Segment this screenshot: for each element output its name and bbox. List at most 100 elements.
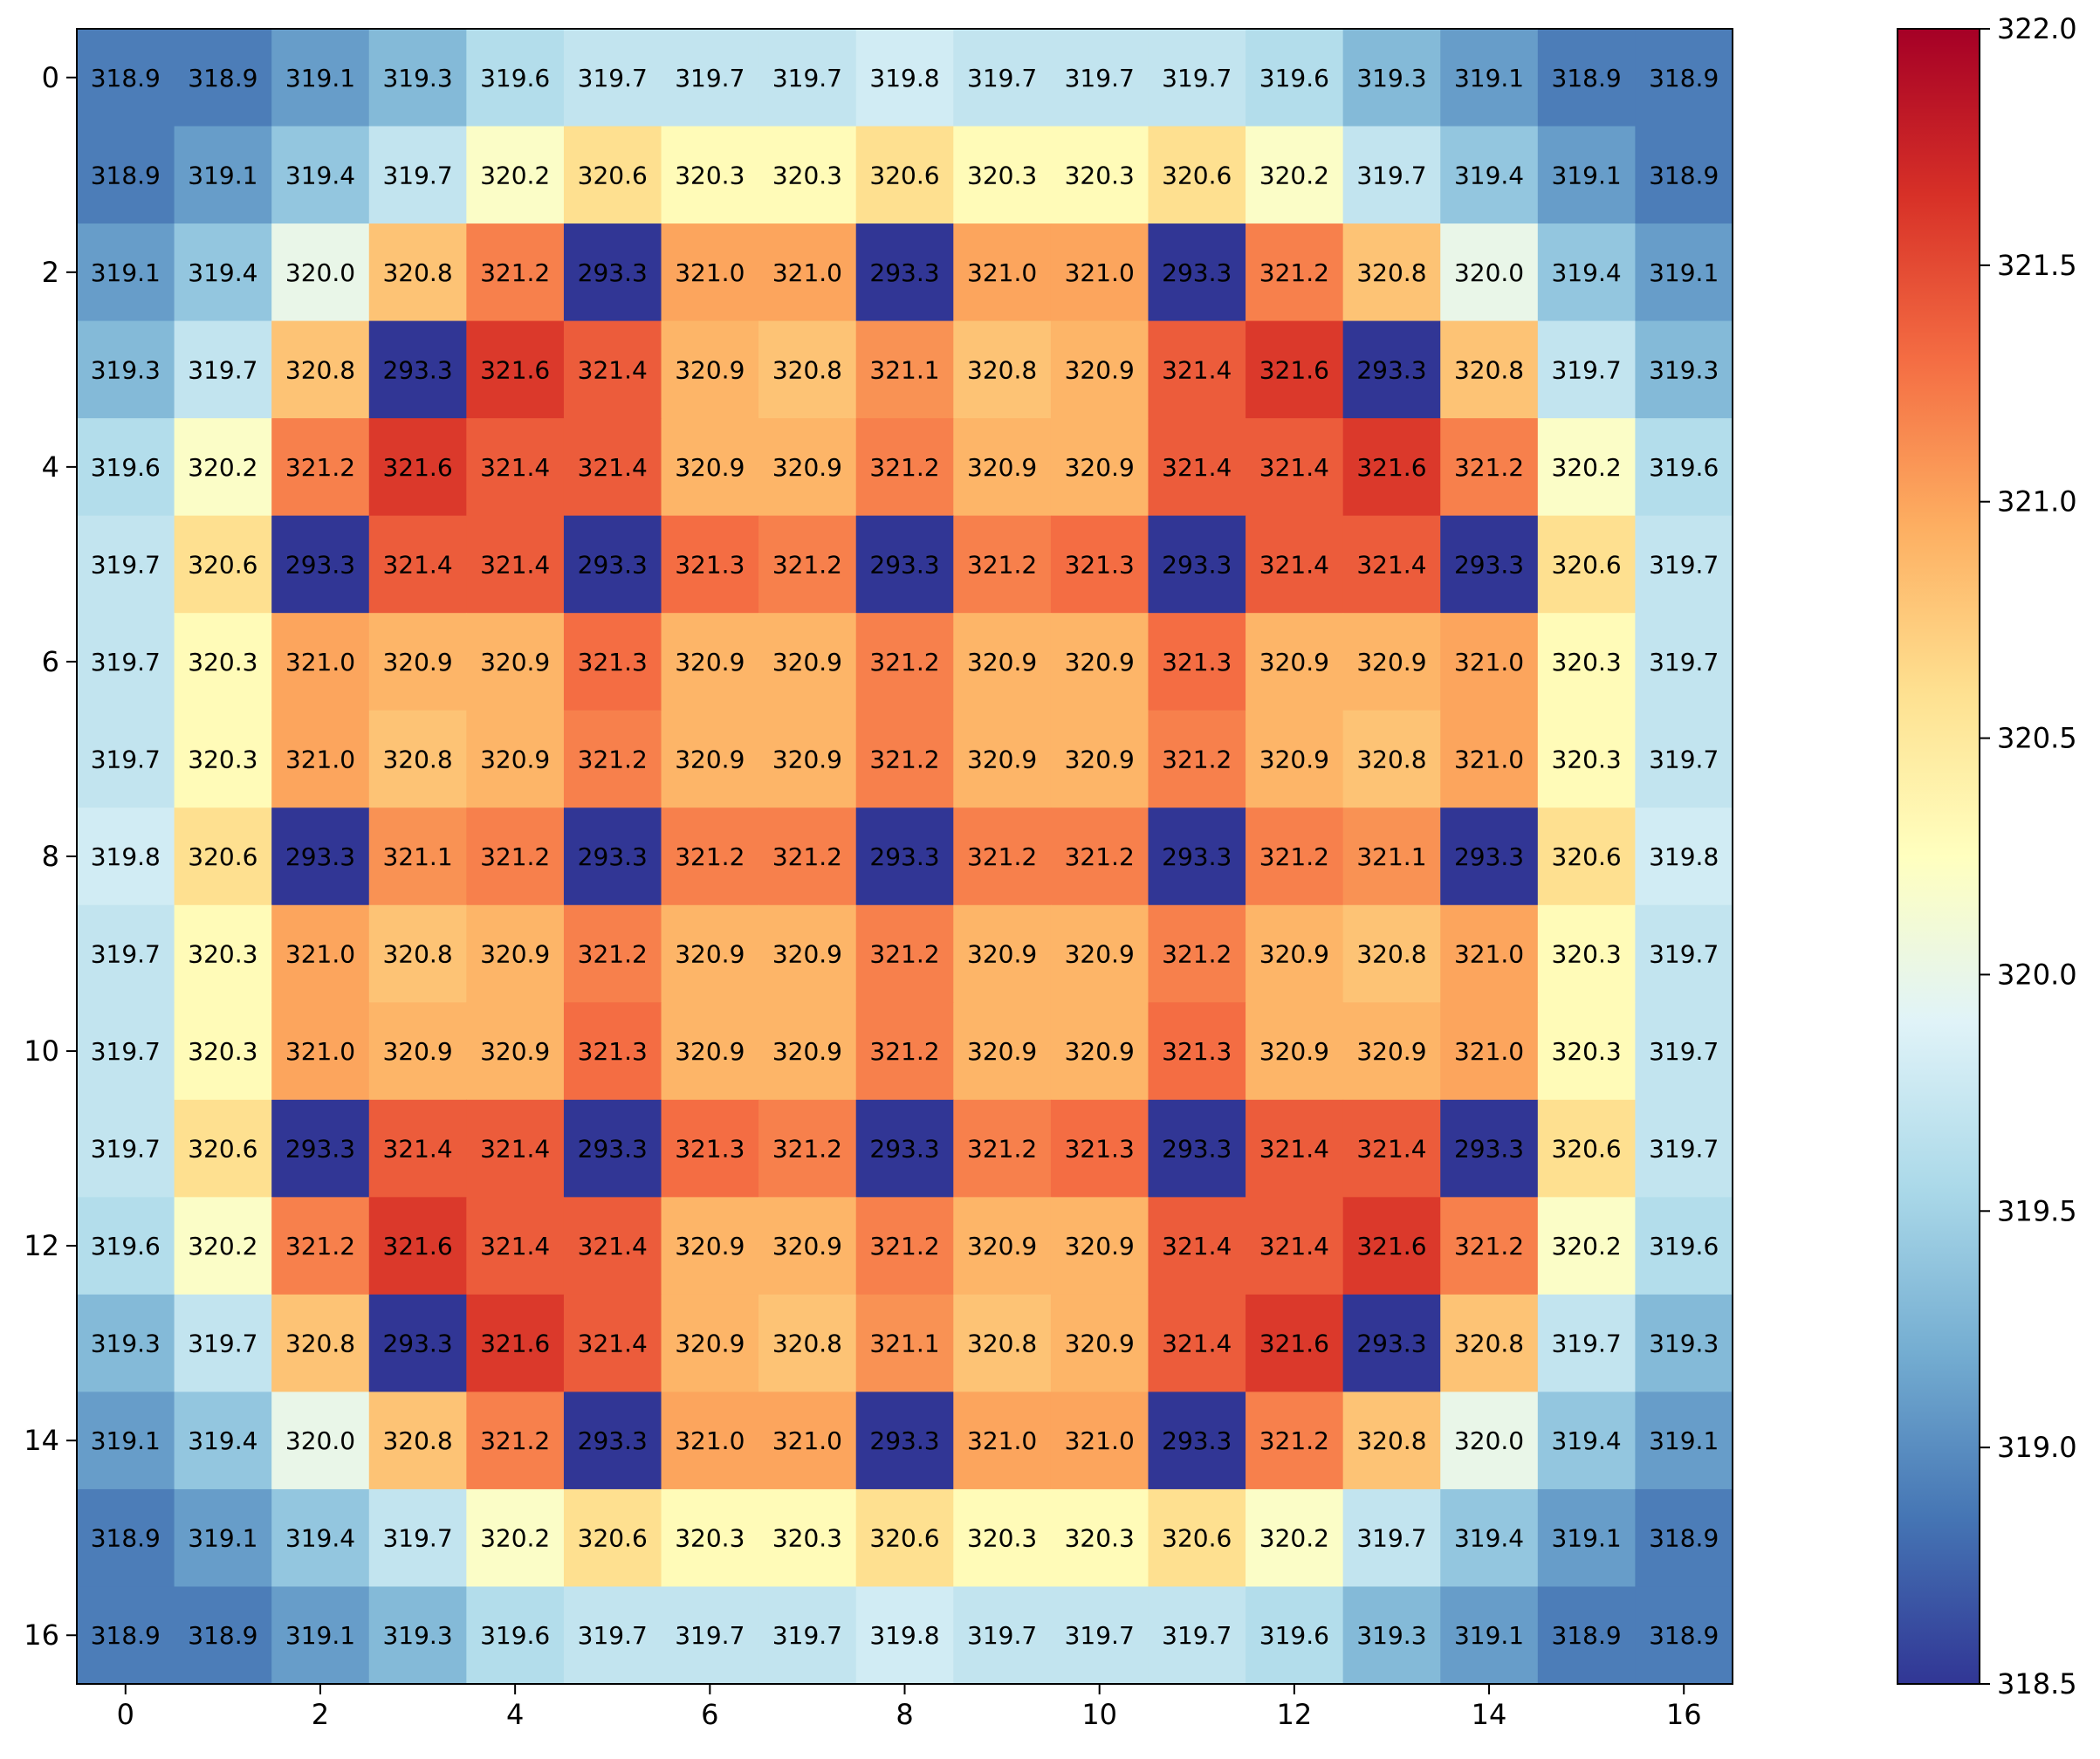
heatmap-cell (1635, 223, 1733, 322)
heatmap-cell-label: 321.2 (1454, 453, 1524, 482)
heatmap-cell-label: 318.9 (1649, 1621, 1719, 1650)
heatmap-cell (1537, 1197, 1637, 1295)
heatmap-cell (758, 807, 857, 906)
heatmap-cell-label: 320.8 (1454, 355, 1524, 384)
heatmap-cell (1635, 320, 1733, 419)
heatmap-cell-label: 320.3 (1552, 940, 1622, 969)
heatmap-cell-label: 321.2 (967, 1135, 1037, 1164)
heatmap-cell (953, 418, 1052, 517)
y-tick-label: 6 (42, 645, 59, 678)
heatmap-cell-label: 321.4 (578, 355, 648, 384)
heatmap-cell (1246, 29, 1344, 127)
heatmap-cell-label: 321.0 (967, 1426, 1037, 1455)
heatmap-cell (1440, 29, 1539, 127)
heatmap-cell-label: 321.0 (1065, 1426, 1135, 1455)
x-tick-label: 0 (117, 1698, 134, 1731)
heatmap-cell-label: 321.2 (967, 842, 1037, 871)
heatmap-cell-label: 321.0 (285, 745, 355, 773)
heatmap-cell (1342, 1002, 1441, 1101)
heatmap-cell-label: 319.7 (1162, 1621, 1232, 1650)
heatmap-cell (661, 807, 759, 906)
heatmap-cell-label: 321.6 (1356, 453, 1426, 482)
heatmap-cell-label: 320.3 (675, 1524, 745, 1553)
heatmap-cell-label: 321.2 (285, 1232, 355, 1261)
heatmap-cell (1635, 1488, 1733, 1588)
heatmap-cell-label: 320.9 (1065, 355, 1135, 384)
heatmap-cell (1050, 1197, 1150, 1295)
heatmap-cell-label: 320.9 (1065, 453, 1135, 482)
heatmap-cell (368, 126, 467, 224)
heatmap-cell (368, 1197, 467, 1295)
heatmap-cell (174, 1197, 272, 1295)
heatmap-cell-label: 320.9 (1259, 745, 1329, 773)
heatmap-cell-label: 321.2 (480, 842, 550, 871)
heatmap-cell-label: 320.9 (675, 355, 745, 384)
heatmap-cell (271, 904, 370, 1003)
heatmap-cell-label: 318.9 (91, 1524, 161, 1553)
heatmap-cell (1342, 223, 1441, 322)
heatmap-cell (77, 126, 175, 224)
heatmap-cell-label: 293.3 (382, 1330, 452, 1358)
heatmap-cell-label: 320.9 (967, 1232, 1037, 1261)
heatmap-cell (563, 710, 662, 808)
heatmap-cell-label: 318.9 (91, 64, 161, 93)
heatmap-cell-label: 320.3 (1552, 648, 1622, 677)
heatmap-cell-label: 321.0 (1454, 648, 1524, 677)
heatmap-cell-label: 319.7 (1356, 1524, 1426, 1553)
heatmap-cell-label: 319.7 (91, 648, 161, 677)
heatmap-cell (1440, 1488, 1539, 1588)
heatmap-cell (1246, 1488, 1344, 1588)
heatmap-cell-label: 320.8 (1356, 258, 1426, 287)
heatmap-cell (368, 710, 467, 808)
heatmap-cell (563, 223, 662, 322)
heatmap-cell-label: 319.7 (1649, 550, 1719, 579)
heatmap-cell-label: 320.2 (480, 1524, 550, 1553)
heatmap-cell (271, 1391, 370, 1490)
heatmap-cell-label: 319.4 (1454, 1524, 1524, 1553)
heatmap-cell-label: 318.9 (1649, 64, 1719, 93)
heatmap-cell-label: 318.9 (1649, 161, 1719, 189)
heatmap-cell (661, 1197, 759, 1295)
heatmap-cell (1050, 515, 1150, 614)
heatmap-cell-label: 319.7 (1552, 355, 1622, 384)
y-tick-label: 2 (42, 256, 59, 289)
heatmap-cell-label: 320.3 (1065, 161, 1135, 189)
y-tick-label: 14 (24, 1424, 59, 1457)
heatmap-cell (77, 1586, 175, 1685)
heatmap-cell (1440, 1002, 1539, 1101)
heatmap-cell (1050, 126, 1150, 224)
heatmap-cell (1342, 1099, 1441, 1198)
heatmap-cell-label: 293.3 (382, 355, 452, 384)
heatmap-cell-label: 321.2 (480, 258, 550, 287)
heatmap-cell (563, 807, 662, 906)
heatmap-cell-label: 293.3 (1162, 258, 1232, 287)
heatmap-cell-label: 321.0 (1454, 745, 1524, 773)
heatmap-cell-label: 319.8 (869, 1621, 939, 1650)
heatmap-cell (855, 1294, 954, 1393)
heatmap-cell (174, 904, 272, 1003)
heatmap-cell (174, 418, 272, 517)
heatmap-cell-label: 319.7 (91, 550, 161, 579)
heatmap-cell-label: 321.3 (675, 550, 745, 579)
heatmap-cell-label: 320.3 (1552, 745, 1622, 773)
heatmap-cell-label: 321.2 (869, 745, 939, 773)
heatmap-cell-label: 319.1 (1649, 1426, 1719, 1455)
colorbar-tick-label: 320.0 (1997, 958, 2077, 991)
heatmap-cell-label: 321.3 (675, 1135, 745, 1164)
heatmap-cell (1342, 807, 1441, 906)
heatmap-cell-label: 293.3 (869, 842, 939, 871)
colorbar (1897, 28, 1980, 1685)
heatmap-cell-label: 320.6 (578, 1524, 648, 1553)
heatmap-cell-label: 319.3 (91, 1330, 161, 1358)
heatmap-cell-label: 321.1 (869, 1330, 939, 1358)
heatmap-cell-label: 319.7 (1356, 161, 1426, 189)
heatmap-cell-label: 319.4 (1552, 1426, 1622, 1455)
heatmap-cell-label: 321.4 (1356, 1135, 1426, 1164)
heatmap-cell (563, 1391, 662, 1490)
heatmap-cell (953, 904, 1052, 1003)
heatmap-cell (271, 1197, 370, 1295)
heatmap-cell-label: 320.9 (675, 1037, 745, 1066)
heatmap-cell-label: 320.3 (1065, 1524, 1135, 1553)
heatmap-cell (368, 1391, 467, 1490)
heatmap-cell-label: 319.3 (382, 1621, 452, 1650)
